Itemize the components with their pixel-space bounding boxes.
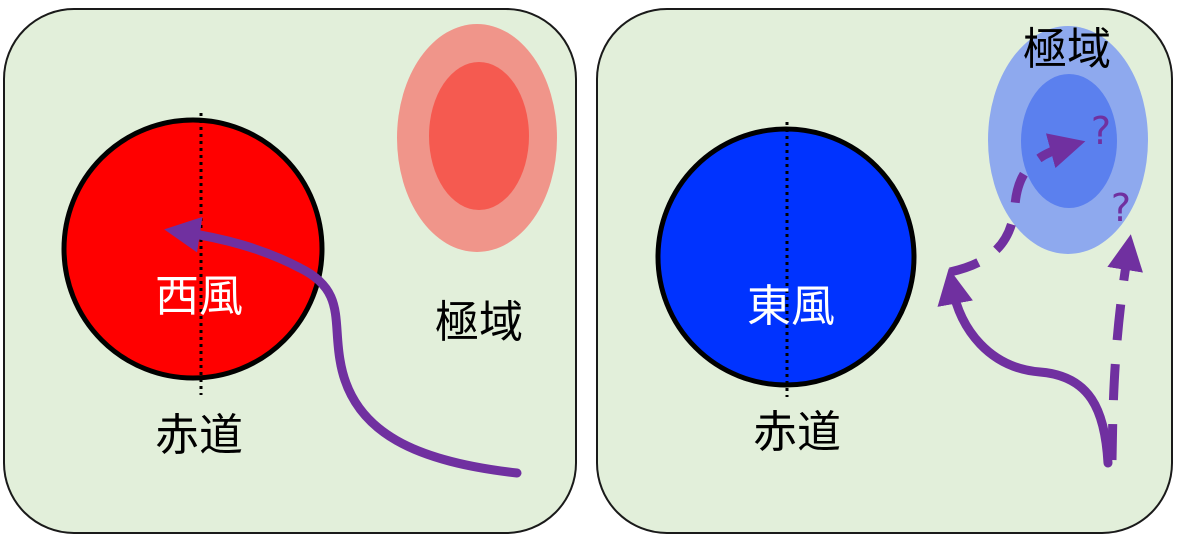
right-dashed-vertical-arrow	[1107, 234, 1143, 461]
left-panel: 西風 赤道 極域	[3, 8, 577, 534]
left-wave-arrow	[164, 216, 522, 478]
westerly-circle	[61, 117, 325, 381]
left-polar-label: 極域	[435, 297, 523, 348]
easterly-label: 東風	[747, 281, 835, 332]
westerly-label: 西風	[155, 271, 243, 322]
right-polar-label: 極域	[1023, 24, 1111, 75]
right-solid-wave-arrow	[937, 268, 1113, 468]
right-panel: 東風 赤道 極域 ? ?	[596, 8, 1173, 534]
question-mark-lower: ?	[1111, 186, 1131, 230]
left-polar-region-inner	[429, 62, 529, 210]
left-equator-label: 赤道	[155, 410, 243, 461]
question-mark-upper: ?	[1091, 109, 1111, 153]
right-equator-label: 赤道	[753, 407, 841, 458]
right-dashed-wave-arrow-to-pole	[948, 133, 1086, 277]
